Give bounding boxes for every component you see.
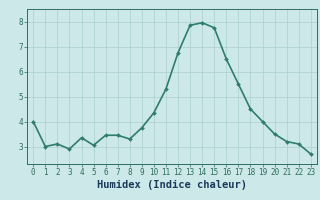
- X-axis label: Humidex (Indice chaleur): Humidex (Indice chaleur): [97, 180, 247, 190]
